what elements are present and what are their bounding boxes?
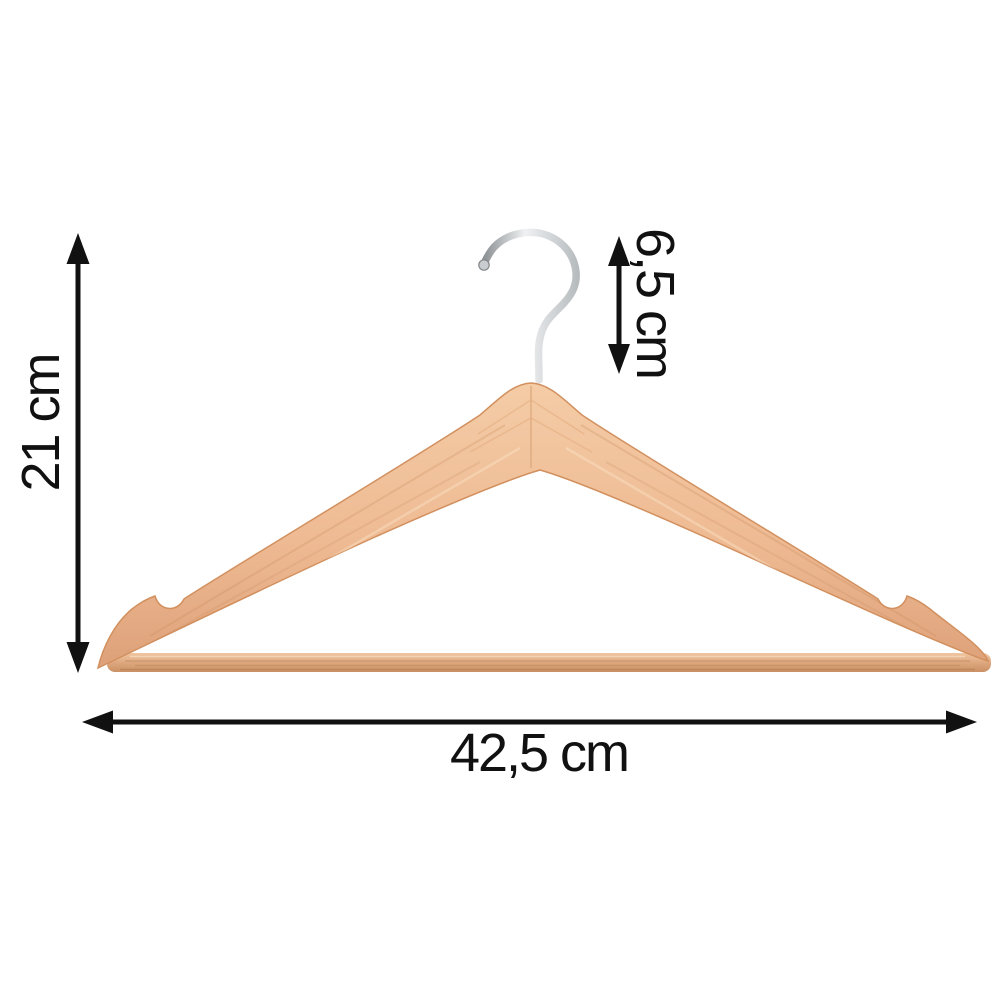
grain-streak xyxy=(129,461,481,656)
height-dimension-label: 21 cm xyxy=(11,354,71,492)
hanger-trouser-bar xyxy=(107,653,991,672)
width-arrowhead-right xyxy=(946,710,977,734)
measurement-arrowheads xyxy=(66,233,977,734)
height-arrowhead-top xyxy=(66,233,90,264)
hanger-hook xyxy=(478,228,580,384)
hanger-body-shape xyxy=(96,382,990,670)
hook-arrowhead-bottom xyxy=(608,344,630,374)
grain-streak xyxy=(189,446,521,642)
hook-height-dimension-label: 6,5 cm xyxy=(625,227,685,379)
hook-arrowhead-top xyxy=(608,236,630,266)
width-arrowhead-left xyxy=(82,710,113,734)
wood-grain xyxy=(129,386,957,656)
grain-chevron xyxy=(469,399,593,453)
grain-streak xyxy=(605,461,957,656)
width-dimension-label: 42,5 cm xyxy=(449,723,630,783)
height-arrowhead-bottom xyxy=(66,642,90,673)
measurement-arrows xyxy=(75,262,948,725)
hook-tip-ball-icon xyxy=(478,259,490,271)
grain-streak xyxy=(565,446,897,642)
grain-streak xyxy=(580,424,937,637)
hanger-body xyxy=(96,382,990,670)
grain-streak xyxy=(149,424,506,637)
hook-wire xyxy=(480,228,580,384)
